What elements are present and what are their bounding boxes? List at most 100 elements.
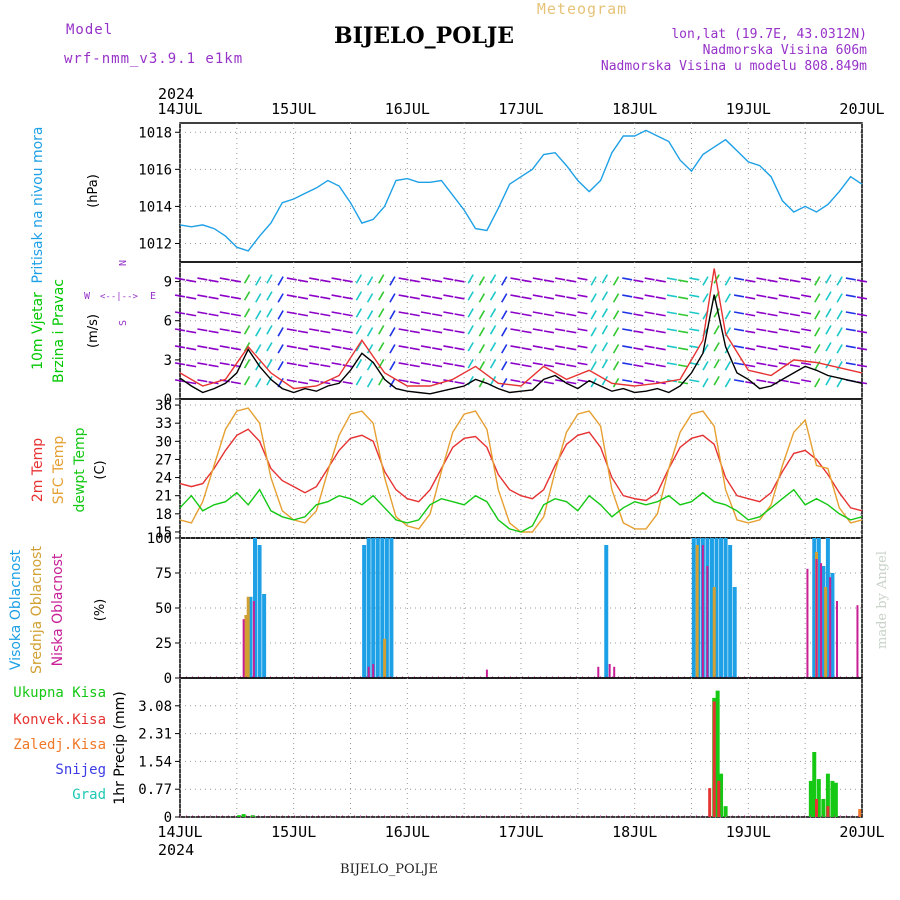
wind-barb (612, 361, 620, 371)
wind-barb (420, 379, 432, 383)
wind-barb (789, 330, 800, 334)
wind-barb (566, 279, 577, 283)
wind-barb (277, 344, 284, 354)
wind-barb (756, 328, 767, 332)
cloud-label-high: Visoka Oblacnost (8, 549, 24, 670)
wind-barb (566, 347, 577, 351)
wind-barb (355, 325, 363, 335)
wind-barb (309, 379, 320, 383)
wind-barb (208, 364, 219, 368)
bar-0 (812, 538, 817, 678)
wind-barb (644, 328, 655, 332)
wind-barb (266, 291, 273, 301)
wind-barb (331, 294, 342, 298)
wind-barb (355, 376, 363, 386)
wind-barb (814, 378, 821, 388)
wind-barb (230, 313, 241, 317)
wind-barb (689, 328, 700, 332)
temp-label-sfc: SFC Temp (51, 436, 67, 505)
wind-barb (443, 328, 454, 332)
wind-barb (532, 328, 543, 332)
wind-barb (702, 378, 709, 388)
wind-barb (443, 311, 454, 315)
wind-barb (633, 330, 644, 334)
x-tick-label-bottom: 19JUL (726, 823, 771, 841)
y-tick-label: 1012 (138, 236, 172, 252)
compass-east: E (150, 291, 156, 302)
wind-barb (331, 379, 342, 383)
wind-barb (208, 347, 219, 351)
wind-barb (432, 296, 443, 300)
wind-barb (309, 362, 320, 366)
wind-barb (666, 311, 677, 315)
wind-barb (186, 381, 197, 385)
y-tick-label: 1014 (138, 199, 172, 215)
wind-barb (342, 330, 353, 334)
bar-2 (829, 577, 832, 678)
temp-label-2m: 2m Temp (30, 438, 46, 502)
bar-0 (366, 538, 371, 678)
wind-barb (543, 313, 555, 317)
wind-barb (174, 311, 186, 315)
wind-barb (489, 274, 497, 284)
wind-barb (266, 274, 273, 284)
wind-barb (297, 381, 309, 385)
wind-barb (489, 376, 497, 386)
wind-barb (825, 376, 832, 386)
wind-barb (644, 277, 655, 281)
wind-barb (478, 327, 486, 337)
wind-barb (230, 296, 241, 300)
wind-barb (612, 378, 620, 388)
wind-barb (521, 347, 532, 351)
wind-barb (745, 330, 756, 334)
bar-0 (237, 815, 242, 817)
wind-barb (478, 293, 486, 303)
wind-barb (510, 277, 521, 281)
bar-2 (613, 666, 616, 678)
wind-barb (601, 359, 609, 369)
bar-2 (367, 666, 370, 678)
wind-barb (532, 345, 543, 349)
wind-barb (566, 313, 577, 317)
precip-legend-item: Konvek.Kisa (13, 712, 106, 728)
wind-barb (432, 313, 443, 317)
wind-barb (378, 274, 385, 284)
wind-barb (186, 364, 197, 368)
wind-barb (355, 359, 363, 369)
wind-barb (197, 311, 208, 315)
wind-barb (243, 308, 251, 318)
wind-barb (767, 313, 778, 317)
wind-barb (756, 311, 767, 315)
wind-barb (745, 313, 756, 317)
bar-0 (816, 779, 821, 817)
wind-barb (342, 364, 353, 368)
wind-barb (845, 345, 856, 349)
wind-barb (219, 311, 230, 315)
wind-barb (409, 381, 420, 385)
wind-barb (724, 310, 732, 320)
wind-barb (724, 276, 732, 286)
wind-barb (756, 362, 767, 366)
wind-barb (689, 311, 700, 315)
wind-barb (702, 361, 709, 371)
bar-0 (808, 780, 813, 817)
wind-barb (532, 294, 543, 298)
wind-barb (845, 328, 856, 332)
wind-barb (655, 330, 666, 334)
wind-barb (733, 345, 745, 349)
wind-barb (243, 274, 251, 284)
wind-barb (243, 325, 251, 335)
wind-barb (355, 291, 363, 301)
compass-north: N (118, 260, 129, 266)
wind-barb (510, 328, 521, 332)
wind-barb (825, 274, 832, 284)
wind-barb (678, 330, 689, 334)
wind-barb (836, 293, 843, 303)
x-tick-label-top: 16JUL (385, 100, 430, 118)
wind-barb (320, 381, 331, 385)
wind-barb (622, 311, 633, 315)
wind-barb (713, 342, 720, 352)
compass-rose: W E N S <--|--> (84, 260, 156, 326)
wind-barb (801, 311, 812, 315)
wind-barb (366, 293, 374, 303)
